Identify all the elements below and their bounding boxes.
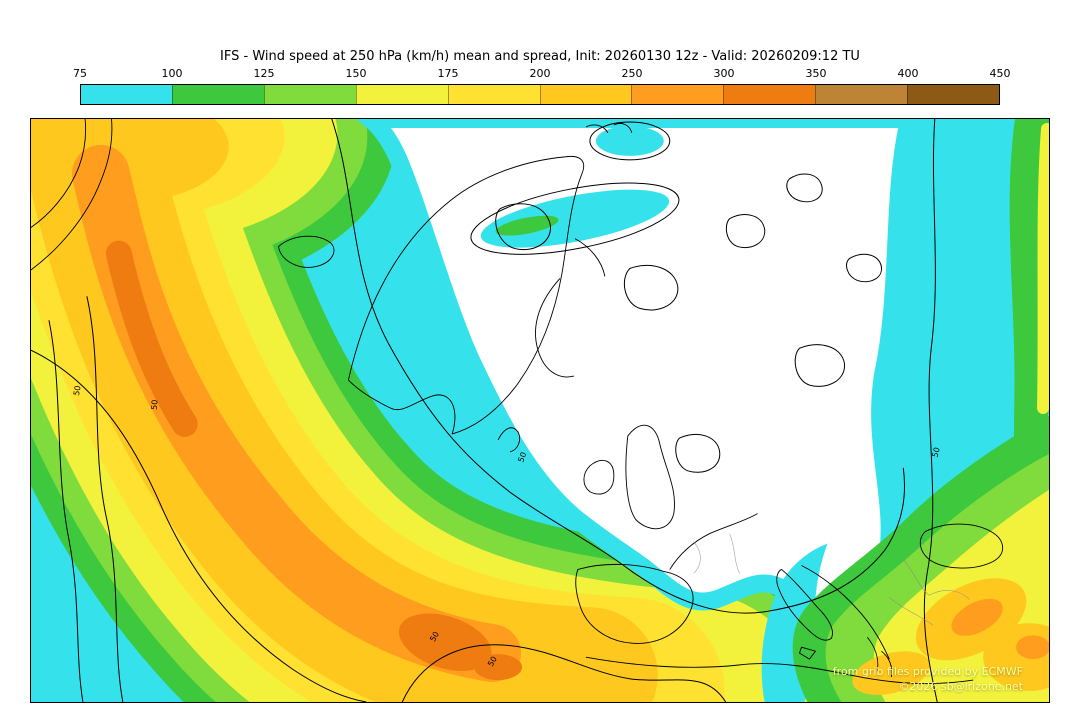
contour-line bbox=[846, 253, 882, 283]
country-borders bbox=[693, 533, 970, 626]
contour-label: 50 bbox=[428, 630, 441, 643]
chart-title: IFS - Wind speed at 250 hPa (km/h) mean … bbox=[220, 49, 860, 64]
coastline bbox=[867, 636, 893, 678]
colorbar-tick: 400 bbox=[897, 67, 919, 80]
coastline bbox=[669, 513, 758, 570]
contour-line bbox=[31, 349, 367, 702]
contour-line bbox=[675, 433, 721, 473]
border-line bbox=[901, 557, 970, 600]
contour-line bbox=[86, 296, 124, 702]
coastline bbox=[625, 424, 675, 530]
jet-core-deeporange bbox=[105, 240, 198, 437]
contour-line bbox=[470, 182, 680, 255]
colorbar-tick: 75 bbox=[73, 67, 87, 80]
coastline bbox=[347, 155, 585, 435]
coastline bbox=[278, 235, 335, 268]
border-line bbox=[693, 541, 701, 574]
coastline bbox=[583, 459, 615, 495]
mean-contours bbox=[31, 119, 938, 702]
contour-label: 50 bbox=[150, 399, 160, 410]
colorbar-tick: 150 bbox=[345, 67, 367, 80]
map-frame: 50 50 50 50 50 50 bbox=[30, 118, 1050, 703]
colorbar-tick: 300 bbox=[713, 67, 735, 80]
right-strip-yellow bbox=[1037, 122, 1049, 414]
colorbar-segment bbox=[631, 85, 724, 104]
colorbar-segment bbox=[171, 85, 264, 104]
contour-line bbox=[786, 173, 823, 203]
attribution-line1: from grib files provided by ECMWF bbox=[832, 665, 1023, 678]
contour-line bbox=[923, 119, 938, 702]
coastline bbox=[919, 523, 1004, 569]
arctic-cyan-patch bbox=[595, 125, 664, 156]
coastline bbox=[799, 646, 816, 660]
coastline bbox=[585, 122, 633, 134]
contour-line bbox=[331, 119, 905, 614]
coastline bbox=[585, 656, 974, 684]
border-line bbox=[729, 533, 740, 574]
contour-line bbox=[725, 214, 766, 249]
colorbar-tick: 200 bbox=[529, 67, 551, 80]
coastline bbox=[801, 565, 890, 660]
coastline bbox=[497, 427, 521, 453]
jet-spot-deeporange bbox=[398, 613, 492, 671]
jet-stream-bands bbox=[31, 119, 858, 702]
coastlines bbox=[31, 119, 1004, 684]
colorbar-tick: 175 bbox=[437, 67, 459, 80]
contour-label: 50 bbox=[930, 446, 941, 458]
colorbar-bar bbox=[80, 84, 1000, 105]
contour-line bbox=[623, 264, 679, 311]
colorbar-segment bbox=[263, 85, 356, 104]
colorbar-segment bbox=[447, 85, 540, 104]
contour-line bbox=[794, 344, 845, 387]
contour-label: 50 bbox=[516, 451, 528, 464]
contour-line bbox=[401, 644, 727, 702]
border-line bbox=[889, 597, 934, 626]
colorbar-segment bbox=[815, 85, 908, 104]
colorbar-segment bbox=[907, 85, 1000, 104]
coastline bbox=[776, 569, 833, 641]
norway-green-core bbox=[495, 215, 559, 236]
coastline bbox=[574, 238, 606, 277]
contour-line bbox=[495, 203, 551, 251]
colorbar-tick: 100 bbox=[161, 67, 183, 80]
wind-speed-map: 50 50 50 50 50 50 bbox=[31, 119, 1049, 702]
contour-line bbox=[589, 121, 671, 161]
colorbar-tick: 450 bbox=[989, 67, 1011, 80]
contour-label: 50 bbox=[486, 655, 499, 668]
southeast-region bbox=[792, 415, 1049, 702]
se-gold bbox=[852, 651, 931, 695]
se-orange bbox=[1016, 635, 1049, 660]
colorbar-ticks: 75 100 125 150 175 200 250 300 350 400 450 bbox=[73, 67, 1011, 81]
coastline bbox=[535, 278, 575, 378]
colorbar-segment bbox=[355, 85, 448, 104]
contour-labels: 50 50 50 50 50 50 bbox=[72, 385, 942, 668]
colorbar-segment bbox=[723, 85, 816, 104]
se-orange bbox=[951, 598, 1003, 636]
colorbar-tick: 125 bbox=[253, 67, 275, 80]
colorbar-tick: 250 bbox=[621, 67, 643, 80]
coastline bbox=[575, 563, 694, 644]
coastline bbox=[31, 119, 113, 271]
colorbar-tick: 350 bbox=[805, 67, 827, 80]
coastline bbox=[31, 119, 87, 228]
attribution: from grib files provided by ECMWF ©2026 … bbox=[833, 664, 1023, 694]
colorbar-segment bbox=[539, 85, 632, 104]
contour-label: 50 bbox=[72, 385, 83, 397]
attribution-line2: ©2026 sb@irizone.net bbox=[898, 680, 1023, 693]
colorbar-segment bbox=[81, 85, 172, 104]
contour-line bbox=[48, 320, 84, 702]
jet-spot-deeporange bbox=[474, 654, 523, 681]
